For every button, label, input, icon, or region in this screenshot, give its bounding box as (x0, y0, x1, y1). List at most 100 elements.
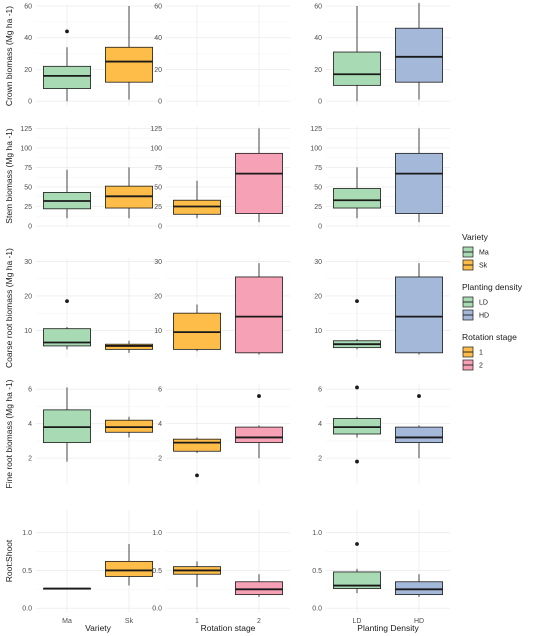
box-iqr (395, 581, 443, 596)
y-tick-label-1: 20 (24, 67, 32, 74)
box-LD (333, 6, 381, 102)
panel-r3-c2: 2 4 6 (318, 384, 450, 484)
box-2 (235, 263, 283, 355)
box-LD (333, 385, 381, 464)
panel-r4-c1: 0.0 0.5 1.0 1 2 (152, 510, 290, 625)
y-tick-label-1: 20 (154, 293, 162, 300)
box-2 (235, 394, 283, 459)
y-tick-label-0: 2 (318, 456, 322, 463)
box-iqr (395, 276, 443, 354)
box-Sk (105, 6, 153, 100)
y-tick-label-0: 0 (158, 99, 162, 106)
legend-label-HD: HD (479, 313, 489, 320)
box-Ma (43, 169, 91, 219)
legend-title-2: Rotation stage (462, 332, 517, 342)
box-HD (395, 128, 443, 223)
box-1 (173, 304, 221, 352)
y-axis-title-row-1: Stem biomass (Mg ha -1) (4, 128, 14, 224)
y-tick-label-4: 100 (20, 145, 32, 152)
y-tick-label-2: 30 (314, 259, 322, 266)
legend-label-Ma: Ma (479, 250, 489, 257)
x-tick-label-HD: HD (414, 618, 424, 625)
y-tick-label-1: 0.5 (312, 568, 322, 575)
panel-r1-c0: 0 25 50 75 100 125 (20, 126, 160, 231)
y-tick-label-1: 25 (314, 204, 322, 211)
x-tick-label-Sk: Sk (125, 618, 134, 625)
panel-r3-c0: 2 4 6 (28, 384, 160, 484)
y-tick-label-2: 50 (24, 184, 32, 191)
box-1 (173, 437, 221, 478)
y-tick-label-3: 60 (24, 4, 32, 11)
panel-r0-c1: 0 20 40 60 (154, 4, 290, 106)
y-tick-label-1: 4 (28, 421, 32, 428)
y-tick-label-5: 125 (20, 126, 32, 133)
box-iqr (235, 276, 283, 354)
y-tick-label-1: 20 (24, 293, 32, 300)
legend-title-1: Planting density (462, 282, 523, 292)
box-2 (235, 574, 283, 597)
y-axis-title-row-2: Coarse root biomass (Mg ha -1) (4, 248, 14, 368)
y-tick-label-2: 1.0 (22, 530, 32, 537)
box-Ma (43, 387, 91, 462)
box-iqr (173, 438, 221, 452)
box-HD (395, 263, 443, 355)
y-axis-title-row-4: Root:Shoot (4, 539, 14, 582)
y-tick-label-3: 60 (314, 4, 322, 11)
box-iqr (333, 571, 381, 589)
legend: Variety Ma Sk Planting density LD HD Rotation … (462, 232, 523, 371)
y-tick-label-0: 2 (158, 456, 162, 463)
y-tick-label-4: 100 (150, 145, 162, 152)
outlier-point-0 (65, 29, 69, 34)
y-tick-label-2: 40 (24, 35, 32, 42)
y-tick-label-2: 6 (318, 387, 322, 394)
y-tick-label-2: 6 (158, 387, 162, 394)
y-tick-label-0: 0 (318, 224, 322, 231)
y-tick-label-3: 75 (154, 165, 162, 172)
y-tick-label-2: 30 (154, 259, 162, 266)
box-HD (395, 394, 443, 459)
box-1 (173, 180, 221, 219)
y-tick-label-1: 20 (314, 293, 322, 300)
panel-r4-c2: 0.0 0.5 1.0 LD HD (312, 510, 450, 625)
y-tick-label-3: 75 (24, 165, 32, 172)
legend-title-0: Variety (462, 232, 489, 242)
y-tick-label-0: 0 (28, 99, 32, 106)
y-tick-label-0: 0 (28, 224, 32, 231)
y-tick-label-5: 125 (150, 126, 162, 133)
panel-r2-c2: 10 20 30 (314, 258, 450, 358)
legend-label-LD: LD (479, 300, 488, 307)
box-Sk (105, 167, 153, 219)
y-tick-label-2: 6 (28, 387, 32, 394)
box-iqr (235, 152, 283, 214)
box-iqr (43, 65, 91, 89)
legend-label-Sk: Sk (479, 263, 488, 270)
y-tick-label-1: 0.5 (152, 568, 162, 575)
outlier-point-0 (417, 394, 421, 398)
y-tick-label-0: 0.0 (152, 606, 162, 613)
legend-label-2: 2 (479, 363, 483, 370)
panel-r2-c1: 10 20 30 (154, 258, 290, 358)
panel-r2-c0: 10 20 30 (24, 258, 160, 358)
x-tick-label-Ma: Ma (62, 618, 72, 625)
box-iqr (235, 581, 283, 596)
outlier-point-0 (355, 542, 359, 546)
y-axis-title-row-0: Crown biomass (Mg ha -1) (4, 6, 14, 106)
y-tick-label-0: 0 (318, 99, 322, 106)
panel-r0-c2: 0 20 40 60 (314, 2, 450, 106)
panel-r4-c0: 0.0 0.5 1.0 Ma Sk (22, 510, 160, 625)
y-tick-label-2: 1.0 (152, 530, 162, 537)
box-LD (333, 167, 381, 219)
y-tick-label-2: 1.0 (312, 530, 322, 537)
box-iqr (333, 188, 381, 209)
y-tick-label-1: 20 (154, 67, 162, 74)
box-LD (333, 299, 381, 350)
box-HD (395, 2, 443, 100)
y-tick-label-0: 10 (154, 328, 162, 335)
y-tick-label-1: 4 (318, 421, 322, 428)
box-Sk (105, 544, 153, 586)
y-tick-label-0: 10 (24, 328, 32, 335)
y-axis-title-row-3: Fine root biomass (Mg ha -1) (4, 379, 14, 488)
box-Sk (105, 340, 153, 353)
y-tick-label-1: 25 (154, 204, 162, 211)
